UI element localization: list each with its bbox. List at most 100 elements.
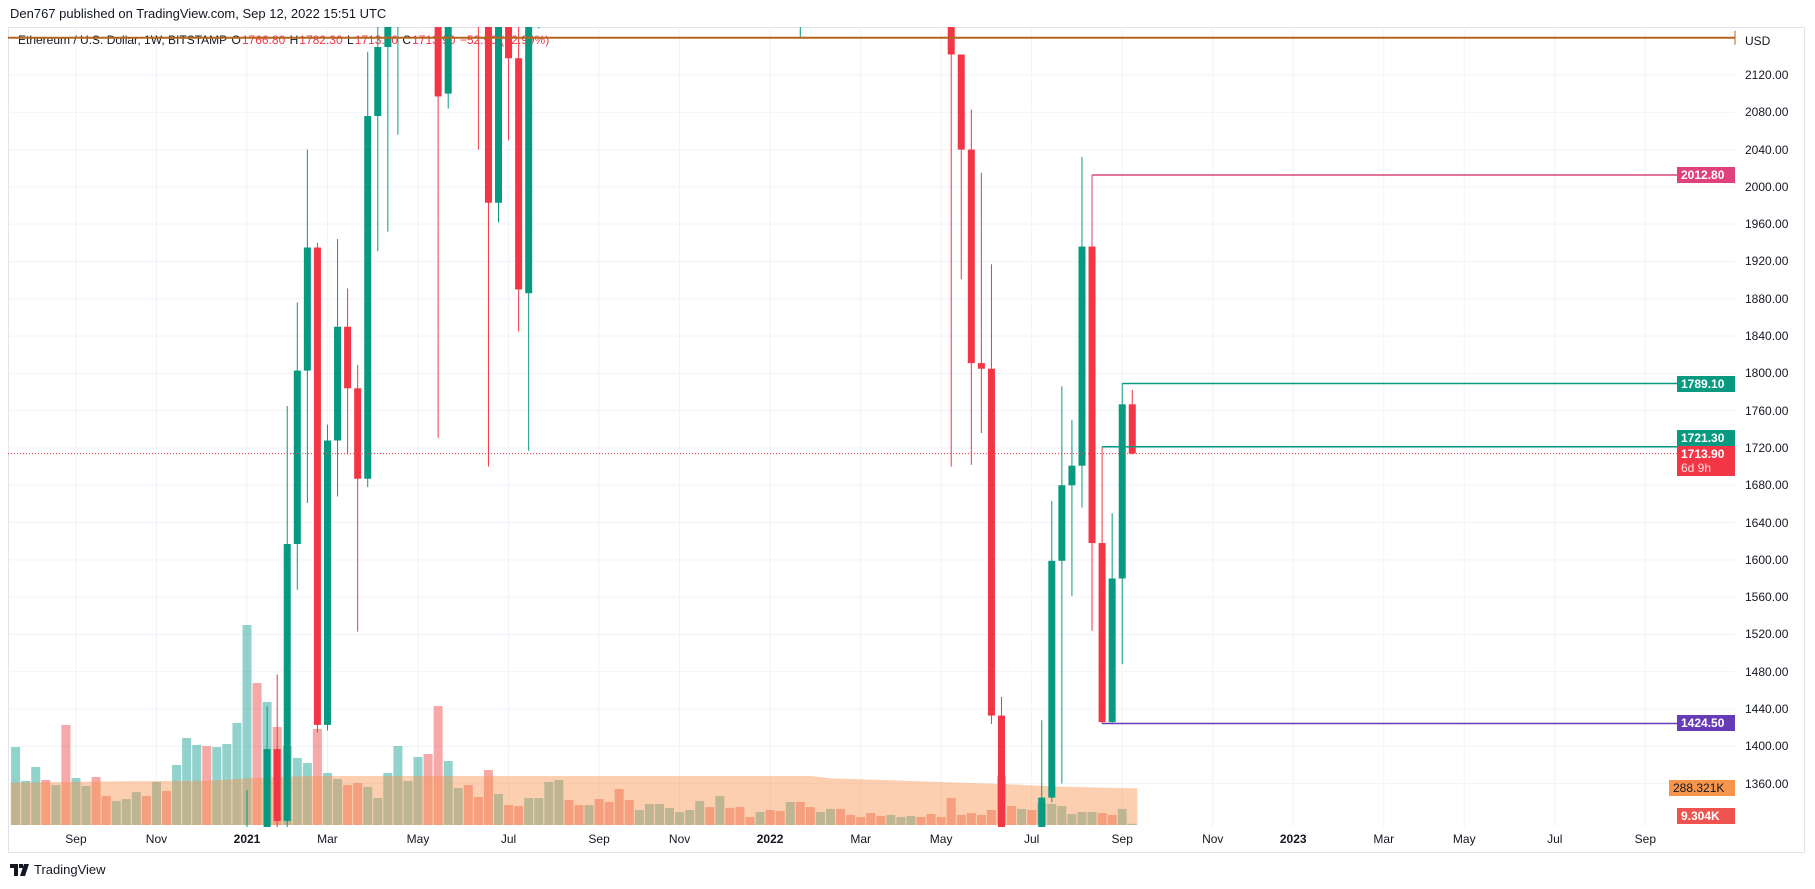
volume-bar [966, 813, 976, 825]
volume-bar [322, 772, 332, 825]
legend-close: 1713.90 [412, 33, 456, 47]
candle [484, 27, 492, 467]
candle [1088, 244, 1096, 631]
volume-bar [333, 778, 343, 825]
legend-close-label: C [402, 33, 412, 47]
candle-body [323, 440, 331, 725]
volume-bar [846, 814, 856, 825]
candle [987, 264, 995, 724]
volume-bar [292, 757, 302, 825]
bar-countdown: 6d 9h [1681, 460, 1712, 475]
candle [1118, 383, 1126, 665]
candle [434, 27, 442, 438]
legend-open: 1766.80 [241, 33, 286, 47]
volume-bar [624, 799, 634, 825]
volume-bar [192, 744, 202, 825]
chart-frame [8, 27, 1805, 853]
candle [283, 406, 291, 827]
candle [947, 27, 955, 467]
publish-info: Den767 published on TradingView.com, Sep… [10, 6, 387, 21]
time-axis-label: May [929, 832, 953, 846]
volume-bar [785, 801, 795, 825]
time-axis-label: Sep [588, 832, 610, 846]
volume-bar [1087, 812, 1097, 825]
candle-body [977, 363, 985, 369]
volume-bar [644, 804, 654, 825]
volume-bar [363, 786, 373, 825]
candle-body [484, 27, 492, 203]
candle [1068, 419, 1076, 597]
volume-bar [856, 816, 866, 825]
volume-bar [302, 763, 312, 825]
volume-bar [815, 812, 825, 825]
volume-bar [453, 787, 463, 825]
volume-ma-area [10, 776, 1138, 825]
volume-bar [654, 804, 664, 825]
candle-body [364, 116, 372, 479]
candle [505, 27, 513, 141]
volume-bar [413, 757, 423, 825]
candle [263, 706, 271, 827]
candle-body [303, 247, 311, 371]
volume-bar [151, 781, 161, 825]
legend-symbol[interactable]: Ethereum / U.S. Dollar, 1W, BITSTAMP [18, 33, 228, 47]
currency-label[interactable]: USD [1745, 34, 1771, 48]
price-label-value: 2012.80 [1681, 167, 1725, 182]
volume-bar [836, 808, 846, 825]
candle [273, 674, 281, 827]
candle-body [1068, 465, 1076, 486]
candle [1058, 386, 1066, 784]
volume-bar [775, 811, 785, 825]
volume-bar [403, 780, 413, 825]
candles [246, 27, 1136, 827]
candle [1098, 446, 1106, 724]
volume-bar [373, 798, 383, 825]
candle [515, 27, 523, 332]
volume-bar [212, 747, 222, 825]
volume-bar [252, 683, 262, 825]
time-axis-label: Nov [1202, 832, 1224, 846]
candle [967, 109, 975, 465]
candle [1108, 513, 1116, 724]
volume-bar [1117, 808, 1127, 825]
time-axis-label: 2022 [756, 832, 784, 846]
price-label-value: 1721.30 [1681, 430, 1725, 445]
brand-name: TradingView [34, 862, 106, 877]
candle-body [947, 27, 955, 55]
time-axis-label: 2023 [1279, 832, 1307, 846]
candle [344, 288, 352, 455]
time-axis-label: Mar [850, 832, 871, 846]
candle [1048, 501, 1056, 803]
volume-bar [222, 743, 232, 825]
last-price-label: 1713.90 6d 9h [1677, 445, 1735, 476]
volume-bar [61, 725, 71, 825]
legend-open-label: O [231, 33, 241, 47]
volume-bar [956, 814, 966, 825]
candle-body [283, 543, 291, 821]
candle-body [1038, 797, 1046, 827]
candle-body [273, 749, 281, 821]
volume-bar [71, 778, 81, 825]
volume-ma-label: 288.321K [1669, 780, 1735, 797]
volume-bar [21, 780, 31, 825]
volume-bar [1107, 814, 1117, 825]
volume-bar [1097, 813, 1107, 825]
volume-bar [574, 805, 584, 825]
volume-bar [604, 801, 614, 825]
volume-bar [1067, 814, 1077, 825]
time-axis-label: Jul [1547, 832, 1563, 846]
volume-bar [916, 816, 926, 825]
volume-bar [896, 816, 906, 825]
last-volume-label: 9.304K [1677, 808, 1735, 824]
legend-high-label: H [289, 33, 299, 47]
tradingview-logo-icon [10, 863, 29, 876]
volume-bar [584, 805, 594, 825]
price-label-value: 1424.50 [1681, 716, 1725, 731]
volume-bar [1017, 808, 1027, 825]
volume-bar [11, 747, 21, 825]
volume-bar [423, 754, 433, 825]
time-axis-label: Jul [1024, 832, 1040, 846]
candle [313, 242, 321, 733]
time-axis-label: May [406, 832, 430, 846]
